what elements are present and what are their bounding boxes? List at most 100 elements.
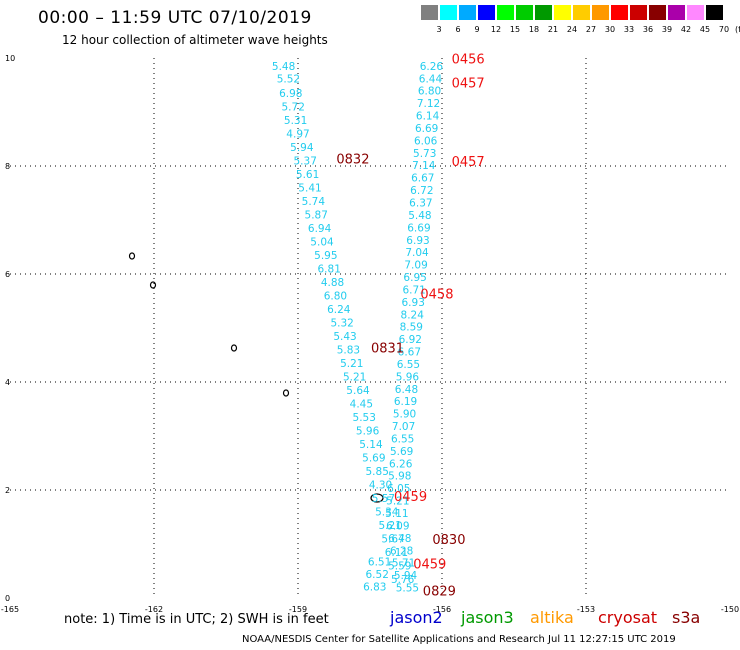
satellite-jason3: jason3 — [461, 608, 514, 627]
wave-height-value: 5.41 — [298, 182, 321, 194]
pass-time-label: 0457 — [452, 155, 485, 170]
wave-height-value: 5.69 — [390, 446, 413, 458]
wave-height-value: 5.55 — [396, 583, 419, 595]
legend-label: 27 — [585, 25, 597, 34]
pass-time-label: 0829 — [423, 584, 456, 599]
wave-height-value: 5.94 — [290, 142, 314, 154]
wave-height-value: 6.26 — [420, 61, 444, 73]
wave-height-value: 7.04 — [405, 247, 429, 259]
legend-label: 42 — [680, 25, 692, 34]
island-outline — [128, 252, 136, 260]
wave-height-value: 6.52 — [366, 569, 389, 581]
wave-height-value: 5.96 — [396, 371, 420, 383]
x-tick-label: -156 — [433, 605, 451, 614]
wave-height-value: 6.44 — [419, 73, 443, 85]
pass-time-label: 0459 — [413, 557, 446, 572]
wave-height-value: 6.80 — [324, 290, 347, 302]
wave-height-value: 6.48 — [395, 384, 418, 396]
wave-height-value: 6.69 — [415, 123, 438, 135]
island-outline — [149, 281, 157, 289]
x-tick-label: -159 — [289, 605, 307, 614]
legend-label: 30 — [604, 25, 616, 34]
wave-height-value: 6.69 — [407, 222, 430, 234]
x-tick-label: -165 — [1, 605, 19, 614]
wave-height-value: 5.69 — [362, 452, 385, 464]
wave-height-value: 6.92 — [399, 334, 422, 346]
credit-line: NOAA/NESDIS Center for Satellite Applica… — [242, 634, 676, 645]
wave-height-value: 5.31 — [284, 115, 307, 127]
y-tick-label: 10 — [5, 54, 15, 63]
wave-height-value: 5.61 — [296, 169, 319, 181]
legend-swatch — [554, 5, 571, 20]
y-tick-label: 4 — [5, 378, 10, 387]
map-title: 00:00 – 11:59 UTC 07/10/2019 — [38, 8, 312, 28]
wave-height-value: 6.94 — [308, 223, 332, 235]
wave-height-value: 6.72 — [410, 185, 433, 197]
y-tick-label: 2 — [5, 486, 10, 495]
wave-height-value: 6.67 — [411, 173, 434, 185]
wave-height-value: 6.26 — [389, 458, 413, 470]
wave-height-value: 7.12 — [417, 98, 440, 110]
wave-height-value: 5.95 — [314, 250, 337, 262]
wave-height-value: 5.73 — [413, 148, 436, 160]
wave-height-value: 4.88 — [321, 277, 344, 289]
wave-height-value: 6.98 — [279, 88, 302, 100]
wave-height-value: 5.96 — [356, 425, 380, 437]
x-tick-label: -153 — [577, 605, 595, 614]
pass-time-label: 0458 — [420, 287, 453, 302]
legend-swatch — [630, 5, 647, 20]
wave-height-value: 5.04 — [310, 236, 334, 248]
pass-time-label: 0831 — [371, 341, 404, 356]
legend-swatch — [592, 5, 609, 20]
pass-time-label: 0457 — [452, 77, 485, 92]
map-subtitle: 12 hour collection of altimeter wave hei… — [62, 33, 328, 47]
wave-height-value: 5.21 — [378, 520, 401, 532]
wave-height-value: 6.55 — [391, 433, 414, 445]
wave-height-value: 5.67 — [381, 533, 404, 545]
wave-height-value: 8.59 — [400, 322, 423, 334]
wave-height-value: 6.83 — [363, 581, 386, 593]
wave-height-value: 5.90 — [393, 409, 416, 421]
legend-swatch — [497, 5, 514, 20]
wave-height-value: 5.59 — [388, 560, 411, 572]
satellite-cryosat: cryosat — [598, 608, 658, 627]
legend-swatch — [535, 5, 552, 20]
wave-height-value: 5.53 — [353, 412, 376, 424]
wave-height-value: 5.32 — [330, 317, 353, 329]
wave-height-value: 5.76 — [391, 574, 415, 586]
legend-unit: (ft) — [735, 25, 740, 34]
legend-label: 39 — [661, 25, 673, 34]
wave-height-value: 6.37 — [409, 198, 432, 210]
legend-label: 12 — [490, 25, 502, 34]
legend-swatch — [478, 5, 495, 20]
pass-time-label: 0456 — [452, 52, 485, 67]
wave-height-value: 4.30 — [369, 479, 392, 491]
wave-height-value: 7.09 — [404, 260, 427, 272]
wave-height-value: 6.28 — [390, 545, 413, 557]
wave-height-value: 6.24 — [327, 304, 351, 316]
wave-height-value: 6.09 — [386, 520, 409, 532]
legend-swatch — [649, 5, 666, 20]
legend-label: 70 — [718, 25, 730, 34]
satellite-s3a: s3a — [672, 608, 701, 627]
legend-swatch — [706, 5, 723, 20]
legend-label: 45 — [699, 25, 711, 34]
wave-height-value: 5.74 — [302, 196, 326, 208]
wave-height-value: 5.21 — [386, 496, 409, 508]
legend-label: 9 — [474, 25, 480, 34]
x-tick-label: -150 — [721, 605, 739, 614]
legend-label: 24 — [566, 25, 578, 34]
legend-swatch — [668, 5, 685, 20]
wave-height-value: 4.97 — [286, 128, 309, 140]
wave-height-value: 6.95 — [403, 272, 426, 284]
y-tick-label: 0 — [5, 594, 10, 603]
satellite-jason2: jason2 — [390, 608, 443, 627]
wave-height-value: 8.24 — [401, 309, 425, 321]
legend-swatch — [611, 5, 628, 20]
legend-label: 15 — [509, 25, 521, 34]
footer-note: note: 1) Time is in UTC; 2) SWH is in fe… — [64, 612, 329, 627]
wave-height-value: 5.57 — [372, 493, 395, 505]
legend-label: 33 — [623, 25, 635, 34]
wave-height-value: 5.21 — [340, 358, 363, 370]
